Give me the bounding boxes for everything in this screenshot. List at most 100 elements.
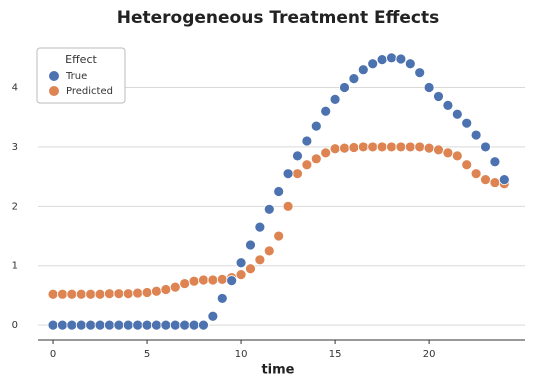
point <box>122 288 134 300</box>
legend-marker <box>49 86 59 96</box>
point <box>310 153 322 165</box>
x-tick-label: 15 <box>329 349 342 360</box>
legend-box <box>36 47 126 104</box>
point <box>442 99 454 111</box>
point <box>292 168 303 180</box>
point <box>188 275 200 287</box>
point <box>480 174 491 186</box>
point <box>141 287 153 298</box>
point <box>386 52 397 64</box>
x-tick-label: 0 <box>50 349 56 360</box>
point <box>47 319 59 331</box>
point <box>104 319 115 331</box>
point <box>179 278 191 289</box>
point <box>151 285 162 297</box>
point <box>339 142 350 154</box>
point <box>423 82 435 93</box>
point <box>235 257 247 269</box>
x-tick-label: 10 <box>235 349 248 360</box>
y-tick-label: 2 <box>12 201 18 212</box>
point <box>104 288 115 300</box>
point <box>254 221 266 233</box>
point <box>226 275 238 286</box>
legend-label: True <box>65 71 87 82</box>
point <box>386 141 397 153</box>
y-tick-label: 4 <box>12 83 18 94</box>
x-tick-label: 5 <box>144 349 150 360</box>
point <box>85 288 97 300</box>
point <box>282 168 294 180</box>
point <box>85 319 97 331</box>
point <box>94 319 106 331</box>
point <box>263 245 275 257</box>
point <box>357 64 369 76</box>
point <box>451 108 463 120</box>
point <box>216 274 228 285</box>
point <box>329 94 341 105</box>
point <box>442 147 454 159</box>
point <box>273 230 285 242</box>
y-tick-label: 3 <box>12 142 18 153</box>
point <box>113 319 125 331</box>
y-tick-label: 1 <box>12 261 18 272</box>
point <box>132 287 144 299</box>
point <box>470 129 482 141</box>
point <box>245 239 256 251</box>
point <box>198 319 209 331</box>
point <box>207 310 219 322</box>
point <box>395 53 407 65</box>
legend-title: Effect <box>65 53 97 66</box>
x-tick-label: 20 <box>423 349 436 360</box>
point <box>235 269 247 281</box>
point <box>66 288 78 300</box>
point <box>310 120 322 132</box>
point <box>404 58 416 70</box>
point <box>47 288 59 300</box>
point <box>301 159 313 171</box>
chart-title: Heterogeneous Treatment Effects <box>117 8 440 28</box>
point <box>404 141 416 153</box>
point <box>75 319 87 331</box>
point <box>151 319 162 331</box>
point <box>423 142 435 154</box>
point <box>57 319 68 331</box>
legend: Effect True Predicted <box>36 47 126 104</box>
point <box>461 159 473 171</box>
point <box>254 254 266 266</box>
point <box>433 91 444 102</box>
point <box>376 54 388 66</box>
point <box>273 186 285 197</box>
point <box>169 319 181 331</box>
point <box>367 58 379 70</box>
point <box>75 288 87 300</box>
point <box>329 143 341 155</box>
point <box>132 319 144 331</box>
point <box>188 319 200 331</box>
point <box>292 150 303 162</box>
point <box>348 73 360 85</box>
legend-marker <box>49 71 59 81</box>
legend-label: Predicted <box>66 86 113 97</box>
point <box>395 141 407 153</box>
point <box>122 319 134 331</box>
point <box>207 274 219 286</box>
point <box>480 141 491 153</box>
point <box>489 156 501 168</box>
point <box>414 141 426 153</box>
point <box>216 293 228 304</box>
y-tick-label: 0 <box>12 320 18 331</box>
point <box>461 117 473 129</box>
point <box>451 150 463 162</box>
point <box>160 319 172 331</box>
x-axis-label: time <box>261 363 294 378</box>
point <box>320 105 332 117</box>
point <box>376 141 388 153</box>
point <box>263 203 275 215</box>
point <box>282 200 294 212</box>
point <box>489 177 501 188</box>
point <box>367 141 379 153</box>
point <box>470 168 482 180</box>
point <box>357 141 369 153</box>
point <box>198 274 209 286</box>
